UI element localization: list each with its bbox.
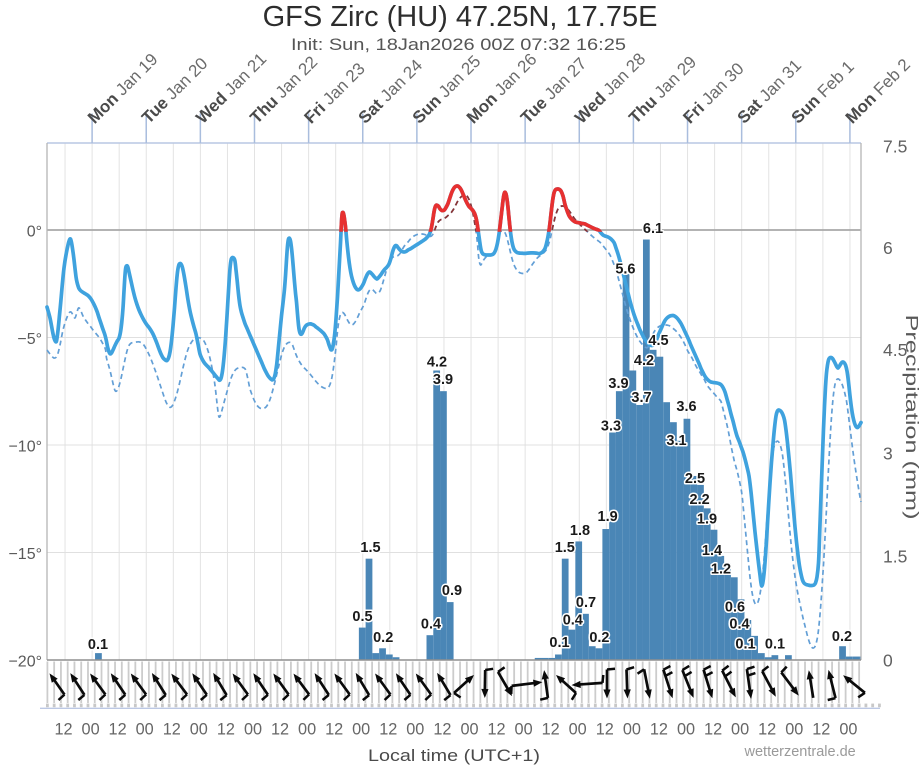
svg-text:00: 00 [406, 721, 424, 739]
svg-text:4.5: 4.5 [883, 340, 907, 360]
svg-text:00: 00 [82, 721, 100, 739]
svg-text:3.9: 3.9 [608, 376, 628, 392]
svg-text:12: 12 [271, 721, 289, 739]
svg-text:00: 00 [190, 721, 208, 739]
svg-text:6.1: 6.1 [643, 221, 663, 237]
svg-text:0.5: 0.5 [352, 609, 372, 625]
svg-text:00: 00 [244, 721, 262, 739]
svg-text:Init: Sun, 18Jan2026 00Z 07:32: Init: Sun, 18Jan2026 00Z 07:32 16:25 [291, 35, 626, 54]
svg-text:0°: 0° [27, 224, 42, 241]
svg-text:00: 00 [677, 721, 695, 739]
svg-text:12: 12 [163, 721, 181, 739]
svg-text:0.4: 0.4 [729, 617, 749, 633]
svg-text:1.5: 1.5 [360, 540, 380, 556]
svg-text:3.7: 3.7 [631, 390, 651, 406]
svg-text:12: 12 [758, 721, 776, 739]
svg-text:0.2: 0.2 [373, 630, 393, 646]
svg-text:4.2: 4.2 [634, 353, 654, 369]
svg-text:0.2: 0.2 [589, 630, 609, 646]
svg-text:0.7: 0.7 [576, 595, 596, 611]
svg-text:0.2: 0.2 [832, 629, 852, 645]
svg-text:0.6: 0.6 [725, 600, 745, 616]
svg-text:0.4: 0.4 [421, 617, 441, 633]
svg-text:00: 00 [352, 721, 370, 739]
svg-text:12: 12 [487, 721, 505, 739]
svg-text:−20°: −20° [8, 654, 42, 671]
svg-text:0: 0 [883, 650, 893, 670]
svg-text:0.1: 0.1 [549, 635, 569, 651]
svg-text:12: 12 [704, 721, 722, 739]
svg-text:4.2: 4.2 [427, 355, 447, 371]
svg-text:1.5: 1.5 [883, 547, 907, 567]
svg-text:1.9: 1.9 [697, 512, 717, 528]
svg-text:12: 12 [542, 721, 560, 739]
svg-text:GFS Zirc (HU) 47.25N, 17.75E: GFS Zirc (HU) 47.25N, 17.75E [263, 1, 658, 33]
svg-text:wetterzentrale.de: wetterzentrale.de [744, 744, 856, 760]
svg-text:12: 12 [433, 721, 451, 739]
svg-text:6: 6 [883, 238, 893, 258]
svg-text:1.5: 1.5 [555, 540, 575, 556]
svg-text:Precipitation (mm): Precipitation (mm) [902, 315, 921, 520]
svg-text:0.1: 0.1 [735, 637, 755, 653]
svg-text:00: 00 [569, 721, 587, 739]
svg-text:4.5: 4.5 [648, 333, 668, 349]
svg-text:12: 12 [812, 721, 830, 739]
svg-text:−10°: −10° [8, 439, 42, 456]
svg-text:00: 00 [623, 721, 641, 739]
svg-text:00: 00 [298, 721, 316, 739]
svg-text:12: 12 [325, 721, 343, 739]
svg-text:−5°: −5° [17, 331, 42, 348]
svg-text:00: 00 [136, 721, 154, 739]
svg-text:12: 12 [596, 721, 614, 739]
svg-text:0.9: 0.9 [442, 583, 462, 599]
svg-text:1.8: 1.8 [570, 523, 590, 539]
svg-text:1.2: 1.2 [711, 562, 731, 578]
svg-text:5.6: 5.6 [615, 262, 635, 278]
svg-text:2.2: 2.2 [690, 492, 710, 508]
svg-text:2.5: 2.5 [685, 471, 705, 487]
svg-text:12: 12 [54, 721, 72, 739]
svg-text:0.1: 0.1 [88, 637, 108, 653]
svg-text:00: 00 [460, 721, 478, 739]
svg-text:3.1: 3.1 [666, 433, 686, 449]
svg-text:Local time (UTC+1): Local time (UTC+1) [368, 746, 540, 765]
svg-text:00: 00 [731, 721, 749, 739]
svg-text:00: 00 [785, 721, 803, 739]
svg-text:0.4: 0.4 [563, 613, 583, 629]
svg-text:12: 12 [109, 721, 127, 739]
svg-text:−15°: −15° [8, 546, 42, 563]
svg-text:1.9: 1.9 [598, 509, 618, 525]
svg-text:3.6: 3.6 [676, 399, 696, 415]
svg-text:12: 12 [217, 721, 235, 739]
svg-text:3.9: 3.9 [433, 372, 453, 388]
svg-text:12: 12 [650, 721, 668, 739]
svg-text:12: 12 [379, 721, 397, 739]
svg-text:00: 00 [839, 721, 857, 739]
svg-text:0.1: 0.1 [765, 637, 785, 653]
svg-text:1.4: 1.4 [702, 543, 722, 559]
svg-text:00: 00 [515, 721, 533, 739]
svg-text:3: 3 [883, 443, 893, 463]
svg-text:7.5: 7.5 [883, 137, 907, 157]
svg-text:3.3: 3.3 [601, 419, 621, 435]
